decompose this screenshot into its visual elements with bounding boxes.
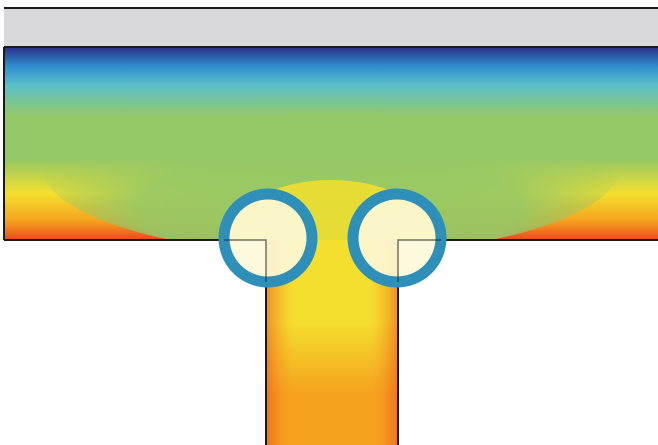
horizontal-channel: [4, 47, 658, 240]
left-corner-marker: [218, 188, 318, 288]
top-wall: [4, 8, 658, 47]
right-corner-marker: [347, 188, 447, 288]
